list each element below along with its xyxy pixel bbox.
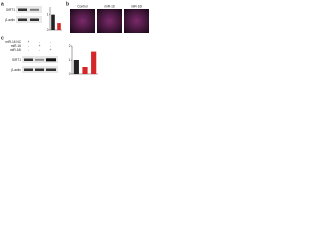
sign: - [39, 40, 40, 44]
sign: + [50, 48, 52, 52]
bar [73, 60, 79, 74]
y-tick-label: 0 [47, 28, 49, 32]
sign: + [28, 40, 30, 44]
row-label: β-actin [11, 68, 21, 72]
row-label: SIRT1 [6, 8, 15, 12]
panel-label: b [66, 1, 69, 7]
row-label: miR-16 [11, 44, 21, 48]
sign: + [39, 44, 41, 48]
row-label: SIRT1 [12, 58, 21, 62]
sign: - [50, 44, 51, 48]
image-label: Control [77, 4, 88, 8]
blot [16, 6, 42, 23]
image-label: miR-16 [104, 4, 114, 8]
row-label: miR-16i [10, 48, 21, 52]
bar [51, 14, 55, 30]
sign: - [28, 44, 29, 48]
panel-label: a [1, 1, 4, 7]
y-tick-label: 1 [47, 13, 49, 17]
row-label: β-actin [5, 18, 15, 22]
sign: - [39, 48, 40, 52]
panel-label: c [1, 35, 4, 41]
fluorescence-images [70, 9, 149, 33]
bar [91, 51, 97, 74]
blot [22, 56, 58, 73]
y-tick-label: 0 [69, 72, 71, 76]
y-tick-label: 1 [69, 58, 71, 62]
row-label: miR-16 NC [5, 40, 21, 44]
bar [57, 23, 61, 30]
sign: - [50, 40, 51, 44]
bar [82, 67, 88, 74]
y-tick-label: 2 [69, 44, 71, 48]
sign: - [28, 48, 29, 52]
image-label: miR-16i [131, 4, 142, 8]
